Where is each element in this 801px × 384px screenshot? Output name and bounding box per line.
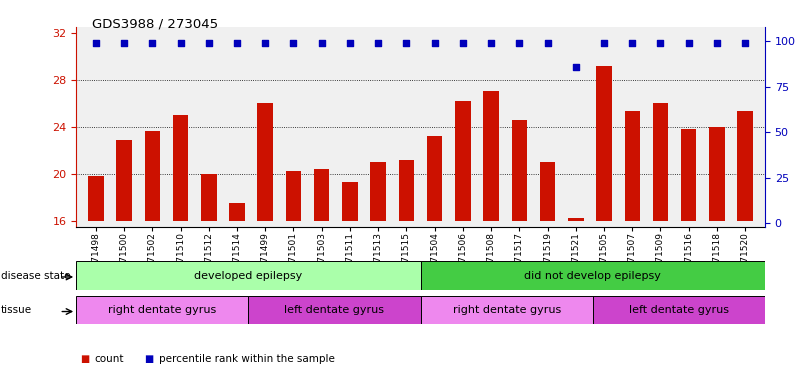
Point bbox=[485, 40, 497, 46]
Point bbox=[654, 40, 667, 46]
Point bbox=[710, 40, 723, 46]
Bar bbox=[173, 115, 188, 221]
Bar bbox=[248, 296, 421, 324]
Point bbox=[287, 40, 300, 46]
Bar bbox=[421, 296, 593, 324]
Bar bbox=[483, 91, 499, 221]
Bar bbox=[257, 103, 273, 221]
Point bbox=[598, 40, 610, 46]
Text: ■: ■ bbox=[80, 354, 90, 364]
Point bbox=[231, 40, 244, 46]
Text: left dentate gyrus: left dentate gyrus bbox=[629, 305, 729, 315]
Bar bbox=[399, 160, 414, 221]
Text: left dentate gyrus: left dentate gyrus bbox=[284, 305, 384, 315]
Point bbox=[203, 40, 215, 46]
Text: did not develop epilepsy: did not develop epilepsy bbox=[525, 270, 661, 281]
Point bbox=[626, 40, 638, 46]
Bar bbox=[681, 129, 697, 221]
Bar bbox=[709, 127, 725, 221]
Point bbox=[372, 40, 384, 46]
Bar bbox=[653, 103, 668, 221]
Point bbox=[457, 40, 469, 46]
Bar bbox=[455, 101, 471, 221]
Point bbox=[682, 40, 695, 46]
Text: GDS3988 / 273045: GDS3988 / 273045 bbox=[92, 17, 218, 30]
Bar bbox=[421, 261, 765, 290]
Point bbox=[90, 40, 103, 46]
Bar bbox=[88, 176, 103, 221]
Point bbox=[174, 40, 187, 46]
Point bbox=[541, 40, 554, 46]
Text: disease state: disease state bbox=[1, 270, 70, 281]
Point bbox=[259, 40, 272, 46]
Point bbox=[739, 40, 751, 46]
Bar bbox=[593, 296, 765, 324]
Bar bbox=[596, 66, 612, 221]
Bar bbox=[76, 296, 248, 324]
Bar bbox=[314, 169, 329, 221]
Point bbox=[344, 40, 356, 46]
Bar bbox=[427, 136, 442, 221]
Point bbox=[513, 40, 525, 46]
Text: percentile rank within the sample: percentile rank within the sample bbox=[159, 354, 335, 364]
Point bbox=[146, 40, 159, 46]
Bar bbox=[229, 203, 245, 221]
Bar bbox=[116, 140, 132, 221]
Text: count: count bbox=[95, 354, 124, 364]
Text: right dentate gyrus: right dentate gyrus bbox=[108, 305, 216, 315]
Point bbox=[400, 40, 413, 46]
Bar bbox=[370, 162, 386, 221]
Text: tissue: tissue bbox=[1, 305, 32, 315]
Bar bbox=[512, 120, 527, 221]
Bar bbox=[286, 171, 301, 221]
Text: ■: ■ bbox=[144, 354, 154, 364]
Text: right dentate gyrus: right dentate gyrus bbox=[453, 305, 561, 315]
Bar bbox=[540, 162, 555, 221]
Text: developed epilepsy: developed epilepsy bbox=[194, 270, 303, 281]
Point bbox=[316, 40, 328, 46]
Bar bbox=[738, 111, 753, 221]
Point bbox=[570, 64, 582, 70]
Bar bbox=[76, 261, 421, 290]
Point bbox=[429, 40, 441, 46]
Bar bbox=[342, 182, 358, 221]
Bar bbox=[144, 131, 160, 221]
Bar bbox=[201, 174, 216, 221]
Bar bbox=[568, 218, 584, 221]
Point bbox=[118, 40, 131, 46]
Bar bbox=[625, 111, 640, 221]
